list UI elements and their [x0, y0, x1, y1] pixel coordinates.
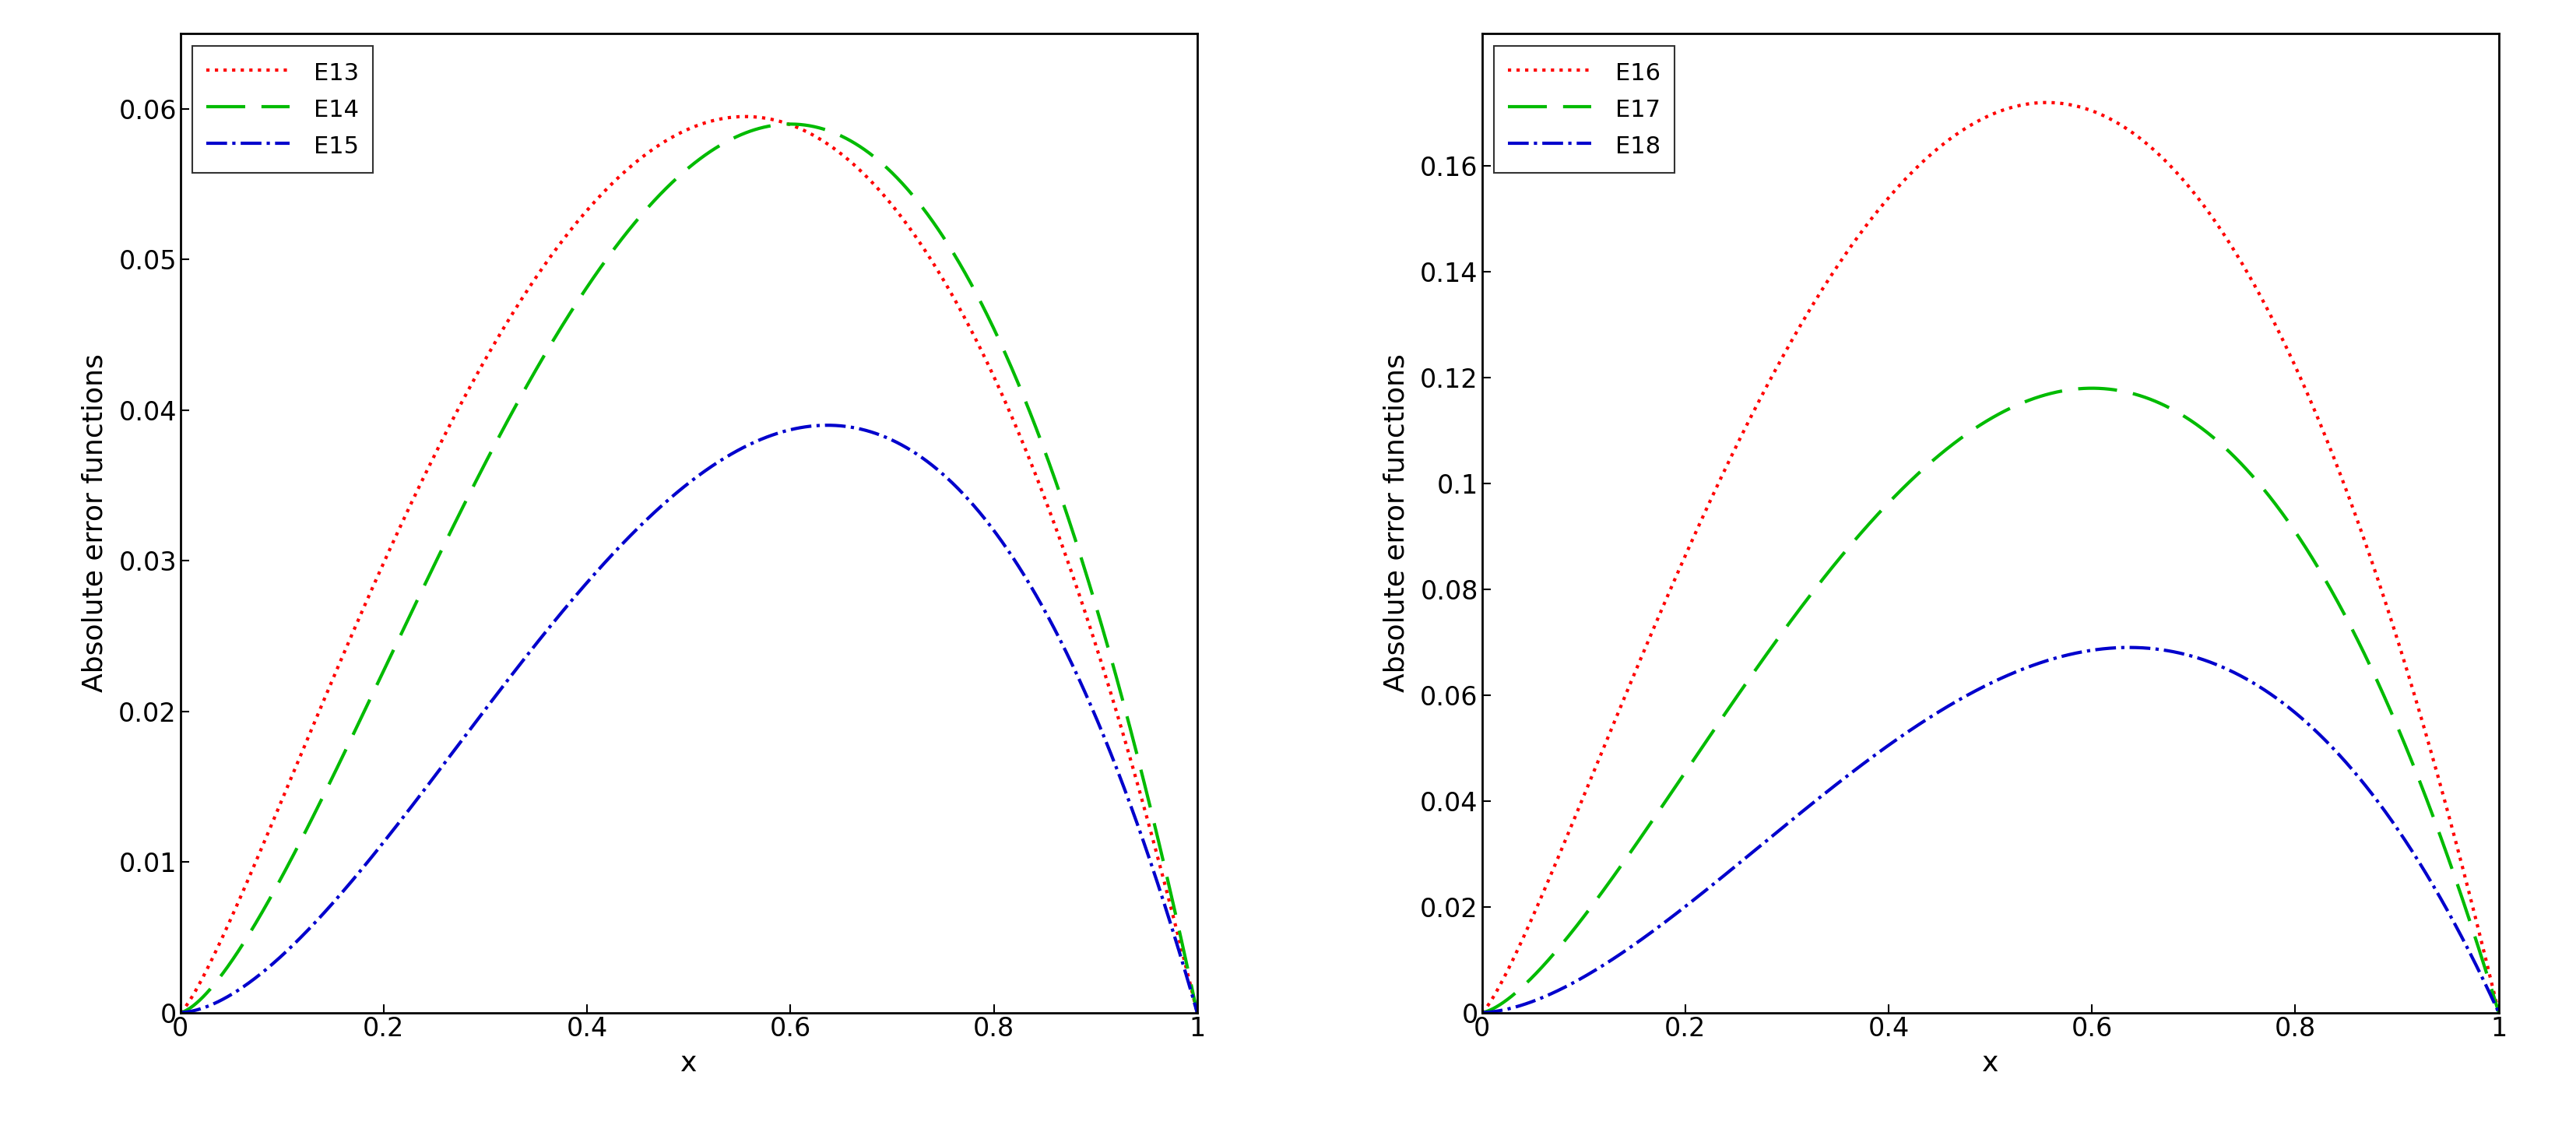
E17 — [2076, 381, 2107, 395]
E13 — [165, 1006, 196, 1019]
E16 — [2483, 1006, 2514, 1019]
Line: E18: E18 — [1481, 648, 2499, 1013]
Line: E15: E15 — [180, 425, 1198, 1013]
E15 — [165, 1006, 196, 1019]
E13 — [729, 110, 760, 124]
E18 — [2455, 946, 2486, 960]
E17 — [1517, 969, 1548, 982]
E17 — [2455, 914, 2486, 927]
E16 — [1517, 908, 1548, 921]
E13 — [659, 129, 690, 143]
E16 — [2455, 887, 2486, 900]
E14 — [1151, 873, 1182, 886]
Line: E16: E16 — [1481, 102, 2499, 1013]
E15 — [631, 512, 662, 525]
Legend: E13, E14, E15: E13, E14, E15 — [193, 46, 374, 172]
E14 — [631, 201, 662, 215]
E15 — [1182, 1006, 1213, 1019]
E13 — [1182, 1006, 1213, 1019]
E15 — [659, 487, 690, 501]
E14 — [966, 297, 997, 311]
E17 — [2455, 912, 2486, 926]
E18 — [1517, 995, 1548, 1008]
E13 — [216, 909, 247, 923]
Line: E13: E13 — [180, 117, 1198, 1013]
E14 — [216, 954, 247, 967]
E18 — [1935, 699, 1965, 712]
E18 — [2112, 641, 2143, 655]
E13 — [1151, 889, 1182, 902]
E17 — [1960, 421, 1991, 434]
E14 — [1182, 1006, 1213, 1019]
E16 — [1466, 1006, 1497, 1019]
X-axis label: x: x — [1981, 1051, 1999, 1077]
E13 — [966, 344, 997, 358]
E16 — [2032, 96, 2063, 109]
E15 — [811, 418, 842, 432]
X-axis label: x: x — [680, 1051, 698, 1077]
Line: E14: E14 — [180, 124, 1198, 1013]
E17 — [1466, 1006, 1497, 1019]
Legend: E16, E17, E18: E16, E17, E18 — [1494, 46, 1674, 172]
E15 — [966, 508, 997, 522]
E17 — [2267, 507, 2298, 521]
E17 — [2483, 1006, 2514, 1019]
Line: E17: E17 — [1481, 388, 2499, 1013]
E18 — [2267, 696, 2298, 710]
E15 — [1151, 908, 1182, 921]
E14 — [775, 117, 806, 130]
E17 — [1935, 440, 1965, 453]
E14 — [165, 1006, 196, 1019]
E14 — [659, 173, 690, 187]
E15 — [1151, 909, 1182, 923]
E13 — [1151, 890, 1182, 903]
E16 — [1960, 115, 1991, 128]
Y-axis label: Absolute error functions: Absolute error functions — [82, 354, 108, 692]
E16 — [2455, 889, 2486, 902]
E18 — [2455, 945, 2486, 958]
E16 — [2267, 334, 2298, 348]
E15 — [216, 988, 247, 1001]
E18 — [1466, 1006, 1497, 1019]
E18 — [2483, 1006, 2514, 1019]
E18 — [1960, 684, 1991, 698]
E14 — [1151, 875, 1182, 889]
E16 — [1935, 133, 1965, 146]
E13 — [631, 146, 662, 160]
Y-axis label: Absolute error functions: Absolute error functions — [1383, 354, 1409, 692]
